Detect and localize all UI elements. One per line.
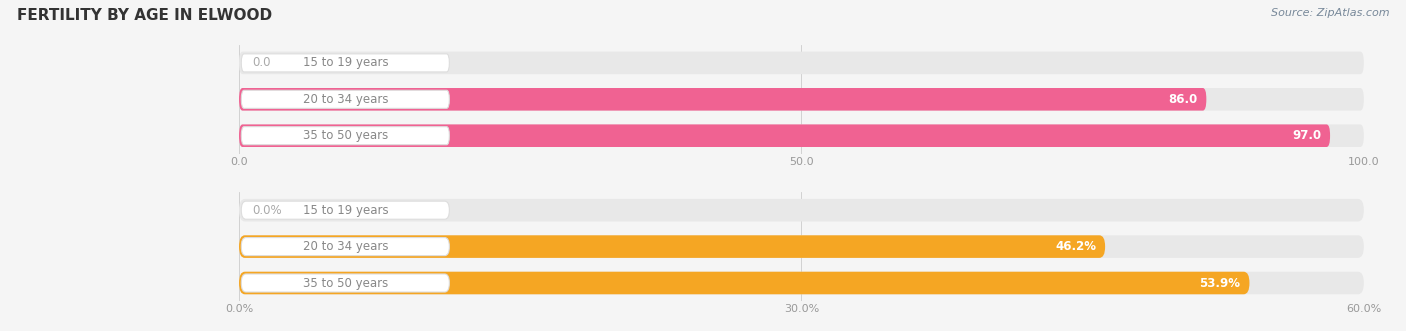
FancyBboxPatch shape [239, 124, 1330, 147]
Text: 97.0: 97.0 [1292, 129, 1322, 142]
FancyBboxPatch shape [239, 88, 1206, 111]
Text: 15 to 19 years: 15 to 19 years [302, 56, 388, 70]
FancyBboxPatch shape [239, 199, 1364, 221]
FancyBboxPatch shape [242, 90, 450, 108]
FancyBboxPatch shape [242, 54, 450, 72]
Text: 20 to 34 years: 20 to 34 years [302, 93, 388, 106]
FancyBboxPatch shape [242, 127, 450, 145]
FancyBboxPatch shape [242, 274, 450, 292]
FancyBboxPatch shape [239, 272, 1250, 294]
FancyBboxPatch shape [239, 235, 1105, 258]
Text: 35 to 50 years: 35 to 50 years [302, 276, 388, 290]
Text: 86.0: 86.0 [1168, 93, 1198, 106]
FancyBboxPatch shape [239, 235, 1364, 258]
Text: 20 to 34 years: 20 to 34 years [302, 240, 388, 253]
FancyBboxPatch shape [239, 52, 1364, 74]
Text: 0.0: 0.0 [253, 56, 271, 70]
Text: Source: ZipAtlas.com: Source: ZipAtlas.com [1271, 8, 1389, 18]
Text: 0.0%: 0.0% [253, 204, 283, 217]
FancyBboxPatch shape [242, 201, 450, 219]
Text: 53.9%: 53.9% [1199, 276, 1240, 290]
Text: 46.2%: 46.2% [1054, 240, 1097, 253]
Text: 35 to 50 years: 35 to 50 years [302, 129, 388, 142]
FancyBboxPatch shape [242, 238, 450, 256]
FancyBboxPatch shape [239, 124, 1364, 147]
Text: FERTILITY BY AGE IN ELWOOD: FERTILITY BY AGE IN ELWOOD [17, 8, 271, 23]
FancyBboxPatch shape [239, 272, 1364, 294]
Text: 15 to 19 years: 15 to 19 years [302, 204, 388, 217]
FancyBboxPatch shape [239, 88, 1364, 111]
